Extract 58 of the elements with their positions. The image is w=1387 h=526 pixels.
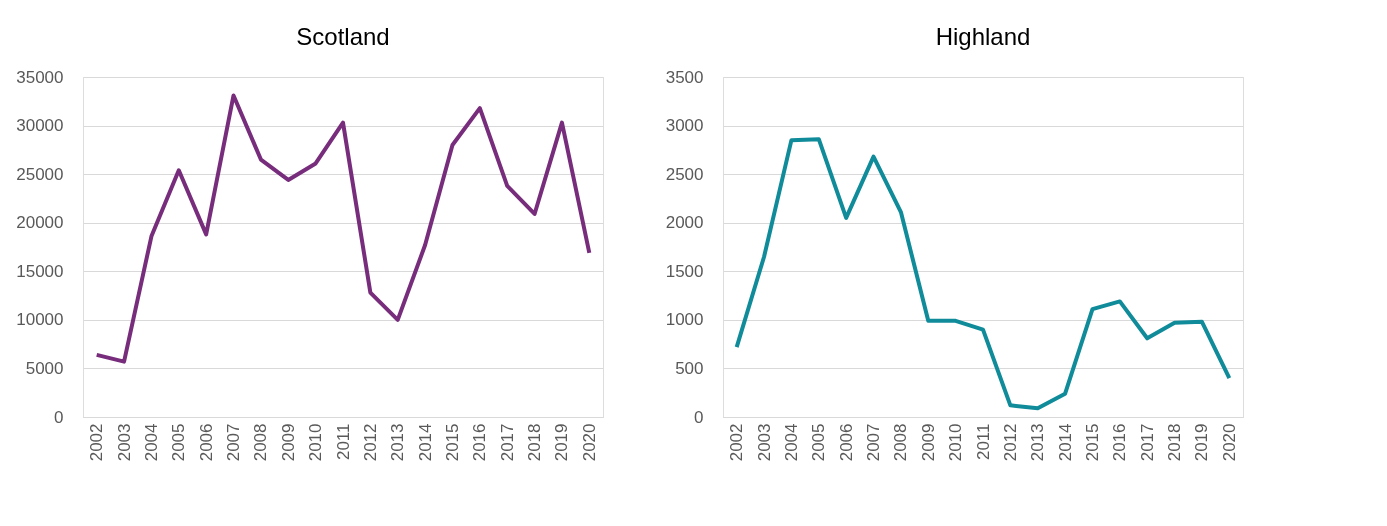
line-series: [94, 93, 592, 364]
x-tick-label: 2014: [415, 423, 435, 462]
chart-title: Scotland: [296, 23, 390, 50]
x-tick-label: 2014: [1055, 423, 1075, 462]
y-tick-label: 25000: [16, 164, 64, 184]
x-tick-label: 2002: [727, 423, 747, 462]
x-tick-label: 2009: [918, 423, 938, 462]
x-tick-label: 2012: [360, 423, 380, 462]
x-tick-label: 2018: [1165, 423, 1185, 462]
x-tick-label: 2008: [251, 423, 271, 462]
x-tick-label: 2005: [809, 423, 829, 462]
y-tick-label: 3000: [665, 116, 704, 136]
x-tick-label: 2004: [781, 423, 801, 462]
x-tick-label: 2005: [169, 423, 189, 462]
x-tick-label: 2011: [973, 423, 993, 461]
x-tick-label: 2013: [388, 423, 408, 462]
x-tick-label: 2009: [278, 423, 298, 462]
y-tick-label: 35000: [16, 67, 64, 87]
x-tick-label: 2003: [754, 423, 774, 462]
x-tick-label: 2017: [1137, 423, 1157, 462]
x-tick-label: 2007: [864, 423, 884, 462]
y-tick-label: 10000: [16, 310, 64, 330]
x-tick-label: 2006: [196, 423, 216, 462]
x-tick-label: 2003: [114, 423, 134, 462]
x-tick-label: 2015: [1082, 423, 1102, 462]
line-series: [734, 137, 1232, 411]
y-tick-label: 20000: [16, 213, 64, 233]
x-tick-label: 2004: [141, 423, 161, 462]
x-tick-label: 2016: [470, 423, 490, 462]
x-tick-label: 2006: [836, 423, 856, 462]
y-tick-label: 15000: [16, 261, 64, 281]
y-tick-label: 3500: [665, 67, 704, 87]
y-tick-label: 5000: [25, 358, 64, 378]
y-tick-label: 500: [675, 358, 704, 378]
x-tick-label: 2010: [306, 423, 326, 462]
y-tick-label: 0: [54, 407, 64, 427]
x-tick-label: 2011: [333, 423, 353, 461]
x-tick-label: 2019: [1192, 423, 1212, 462]
x-tick-label: 2008: [891, 423, 911, 462]
x-tick-label: 2013: [1028, 423, 1048, 462]
x-tick-label: 2018: [525, 423, 545, 462]
x-tick-label: 2002: [87, 423, 107, 462]
y-tick-label: 2000: [665, 213, 704, 233]
y-tick-label: 1000: [665, 310, 704, 330]
x-tick-label: 2017: [497, 423, 517, 462]
y-tick-label: 30000: [16, 116, 64, 136]
x-tick-label: 2020: [1219, 423, 1239, 462]
x-tick-label: 2012: [1000, 423, 1020, 462]
x-tick-label: 2020: [579, 423, 599, 462]
x-tick-label: 2019: [552, 423, 572, 462]
y-tick-label: 2500: [665, 164, 704, 184]
chart-title: Highland: [935, 23, 1031, 50]
y-tick-label: 1500: [665, 261, 704, 281]
x-tick-label: 2010: [946, 423, 966, 462]
x-tick-label: 2007: [224, 423, 244, 462]
y-tick-label: 0: [694, 407, 704, 427]
x-tick-label: 2015: [442, 423, 462, 462]
x-tick-label: 2016: [1110, 423, 1130, 462]
